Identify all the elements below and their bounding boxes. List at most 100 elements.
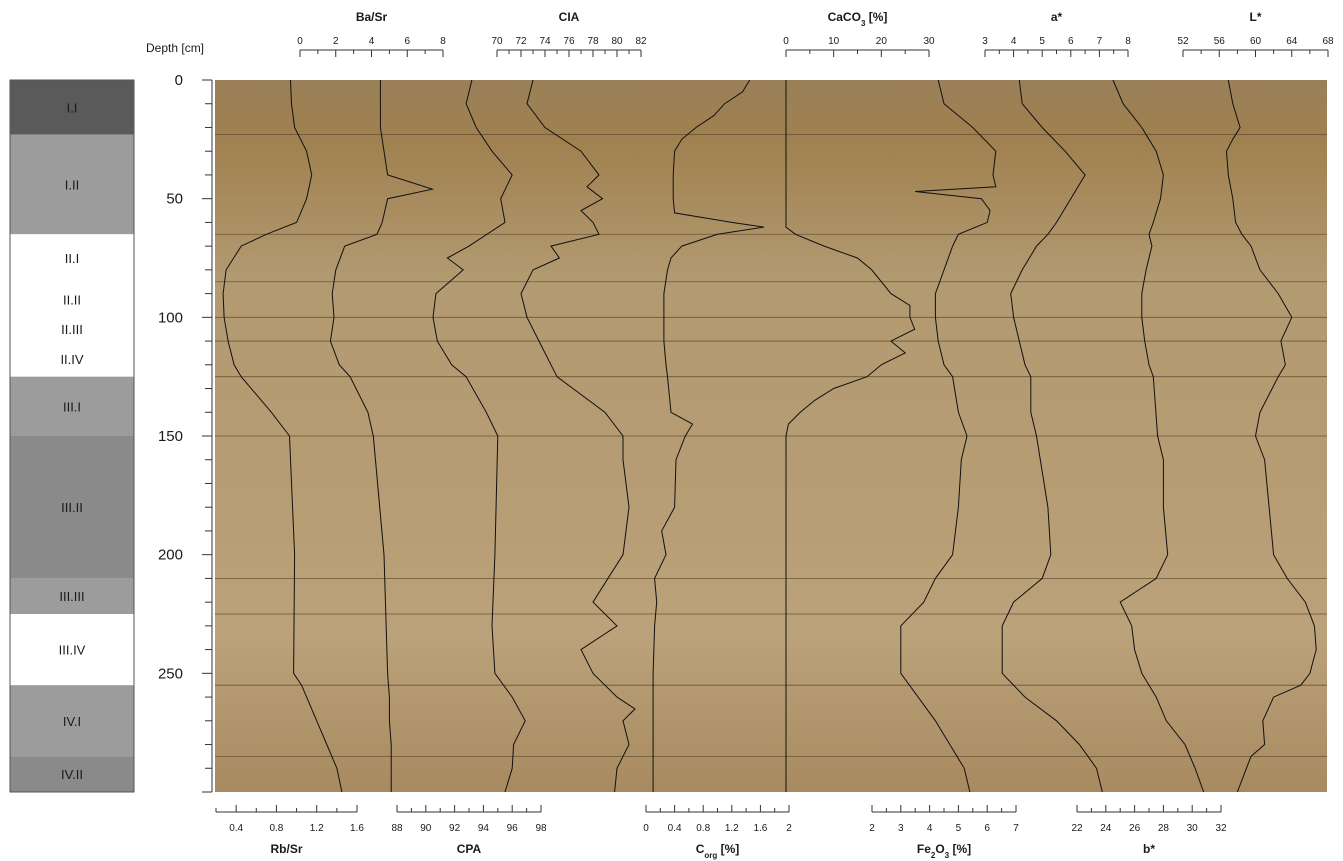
axis-tick-label: 80 (611, 36, 623, 47)
axis-tick-label: 74 (539, 36, 551, 47)
axis-title: CaCO3 [%] (828, 10, 888, 28)
unit-iii-i: III.I (10, 376, 134, 436)
axis-l_star: 52 56 60 64 68 L* (1177, 10, 1334, 57)
axis-cia: 70 72 74 76 78 80 82 CIA (491, 10, 647, 57)
axis-tick-label: 28 (1158, 823, 1170, 834)
unit-ii-iv: II.IV (10, 341, 134, 377)
unit-box (10, 80, 134, 135)
axis-tick-label: 5 (1039, 36, 1045, 47)
depth-tick-label: 50 (166, 191, 183, 208)
axis-tick-label: 32 (1215, 823, 1227, 834)
axis-tick-label: 8 (1125, 36, 1131, 47)
unit-label: III.III (59, 589, 84, 604)
unit-label: III.II (61, 500, 83, 515)
axis-tick-label: 96 (507, 823, 519, 834)
axis-tick-label: 3 (898, 823, 904, 834)
axis-tick-label: 1.6 (350, 823, 364, 834)
unit-box (10, 134, 134, 235)
unit-boundaries (215, 134, 1327, 757)
unit-box (10, 234, 134, 282)
axis-tick-label: 52 (1177, 36, 1189, 47)
axis-tick-label: 0 (783, 36, 789, 47)
axis-tick-label: 82 (635, 36, 647, 47)
axis-title: L* (1250, 10, 1262, 24)
axis-tick-label: 6 (404, 36, 410, 47)
axis-tick-label: 8 (440, 36, 446, 47)
axis-a_star: 3 4 5 6 7 8 a* (982, 10, 1131, 57)
depth-axis: Depth [cm] 0 50 100 150 200 250 (146, 41, 213, 793)
unit-ii-iii: II.III (10, 317, 134, 342)
axis-tick-label: 0.8 (269, 823, 283, 834)
unit-label: I.I (67, 100, 78, 115)
axis-tick-label: 6 (984, 823, 990, 834)
axis-tick-label: 20 (876, 36, 888, 47)
axis-tick-label: 1.2 (725, 823, 739, 834)
axis-tick-label: 78 (587, 36, 599, 47)
axis-cpa: 88 90 92 94 96 98 CPA (391, 805, 547, 856)
axis-tick-label: 7 (1013, 823, 1019, 834)
unit-iv-i: IV.I (10, 685, 134, 757)
unit-box (10, 756, 134, 792)
axis-tick-label: 2 (786, 823, 792, 834)
axis-tick-label: 30 (923, 36, 935, 47)
axis-tick-label: 64 (1286, 36, 1298, 47)
axis-tick-label: 5 (956, 823, 962, 834)
axis-tick-label: 72 (515, 36, 527, 47)
axis-tick-label: 4 (927, 823, 933, 834)
axis-title: Rb/Sr (270, 842, 302, 856)
units-column-frame (9, 79, 135, 793)
axis-tick-label: 26 (1129, 823, 1141, 834)
unit-i-i: I.I (10, 80, 134, 135)
unit-box (10, 685, 134, 757)
unit-box (10, 578, 134, 614)
series-corg (652, 79, 765, 792)
axis-tick-label: 0.4 (229, 823, 243, 834)
axis-tick-label: 92 (449, 823, 461, 834)
unit-label: II.II (63, 293, 81, 308)
axis-tick-label: 3 (982, 36, 988, 47)
unit-ii-i: II.I (10, 234, 134, 282)
unit-box (10, 614, 134, 686)
unit-iii-iv: III.IV (10, 614, 134, 686)
axis-corg: 0 0.4 0.8 1.2 1.6 2 Corg [%] (643, 805, 792, 860)
axis-tick-label: 0.4 (668, 823, 682, 834)
series-caco3 (785, 80, 916, 792)
axis-tick-label: 4 (369, 36, 375, 47)
series-l_star (1225, 79, 1317, 793)
axis-tick-label: 2 (869, 823, 875, 834)
axis-tick-label: 2 (333, 36, 339, 47)
series-rb_sr (222, 79, 343, 793)
axis-tick-label: 6 (1068, 36, 1074, 47)
axis-title: Fe2O3 [%] (917, 842, 971, 860)
depth-tick-label: 0 (175, 72, 183, 89)
depth-tick-label: 100 (158, 309, 183, 326)
axis-tick-label: 68 (1322, 36, 1334, 47)
series-b_star (1112, 79, 1205, 793)
series-fe2o3 (900, 79, 997, 793)
stratigraphic-units-column: I.II.IIII.III.IIII.IIIII.IVIII.IIII.IIII… (9, 79, 135, 793)
depth-tick-label: 250 (158, 665, 183, 682)
unit-i-ii: I.II (10, 134, 134, 235)
unit-box (10, 281, 134, 318)
axis-title: b* (1143, 842, 1155, 856)
series-ba_sr (329, 80, 435, 792)
series-a_star (1001, 79, 1103, 793)
axis-tick-label: 10 (828, 36, 840, 47)
axis-tick-label: 94 (478, 823, 490, 834)
unit-label: III.I (63, 399, 81, 414)
bottom-axes: 0.4 0.8 1.2 1.6 Rb/Sr 88 90 92 94 96 98 CPA 0 0.4 0.8 1… (215, 805, 1227, 860)
unit-iv-ii: IV.II (10, 756, 134, 792)
axis-tick-label: 1.2 (310, 823, 324, 834)
axis-tick-label: 0.8 (696, 823, 710, 834)
axis-title: a* (1051, 10, 1063, 24)
axis-tick-label: 7 (1097, 36, 1103, 47)
axis-tick-label: 22 (1071, 823, 1083, 834)
axis-title: Corg [%] (696, 842, 740, 860)
axis-tick-label: 1.6 (753, 823, 767, 834)
unit-label: IV.I (63, 714, 81, 729)
unit-iii-ii: III.II (10, 436, 134, 579)
axis-tick-label: 0 (297, 36, 303, 47)
depth-tick-label: 150 (158, 428, 183, 445)
axis-tick-label: 24 (1100, 823, 1112, 834)
